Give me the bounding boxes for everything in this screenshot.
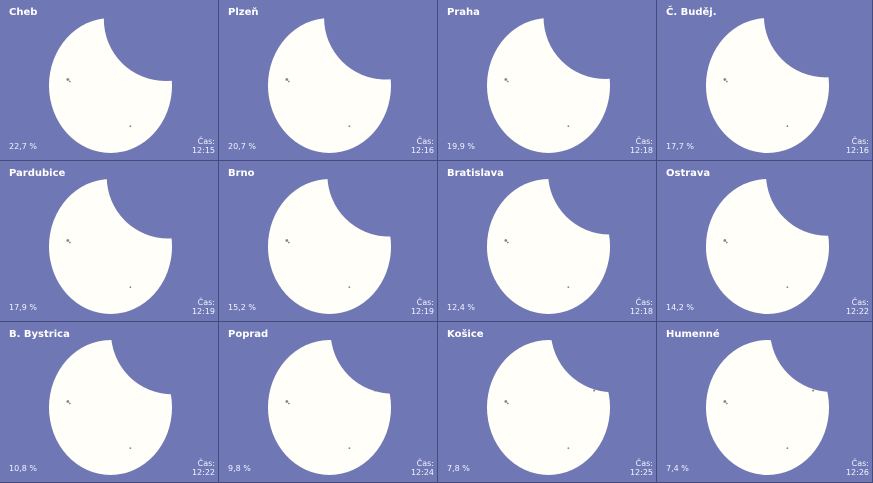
coverage-percent: 9,8 %	[228, 464, 251, 473]
time-label: Čas:	[197, 137, 215, 146]
coverage-percent: 10,8 %	[9, 464, 37, 473]
eclipsed-sun-image	[705, 179, 830, 314]
coverage-percent: 15,2 %	[228, 303, 256, 312]
time-value: 12:16	[410, 146, 434, 155]
city-name: Brno	[228, 168, 255, 179]
time-label: Čas:	[635, 298, 653, 307]
coverage-percent: 17,9 %	[9, 303, 37, 312]
eclipsed-sun-image	[267, 18, 392, 153]
city-name: B. Bystrica	[9, 329, 70, 340]
eclipse-tile: Ostrava 14,2 % Čas: 12:22	[657, 161, 873, 322]
time-value: 12:19	[410, 307, 434, 316]
city-name: Ostrava	[666, 168, 711, 179]
eclipsed-sun-image	[267, 340, 392, 475]
city-name: Cheb	[9, 7, 38, 18]
eclipse-tile: Brno 15,2 % Čas: 12:19	[219, 161, 438, 322]
time-label: Čas:	[851, 298, 869, 307]
max-eclipse-time: Čas: 12:19	[192, 298, 215, 316]
time-label: Čas:	[851, 459, 869, 468]
coverage-percent: 20,7 %	[228, 142, 256, 151]
max-eclipse-time: Čas: 12:16	[846, 137, 869, 155]
eclipse-tile: B. Bystrica 10,8 % Čas: 12:22	[0, 322, 219, 483]
time-label: Čas:	[416, 137, 434, 146]
max-eclipse-time: Čas: 12:26	[846, 459, 869, 477]
city-name: Humenné	[666, 329, 720, 340]
max-eclipse-time: Čas: 12:22	[192, 459, 215, 477]
coverage-percent: 14,2 %	[666, 303, 694, 312]
eclipsed-sun-image	[267, 179, 392, 314]
eclipse-tile: Praha 19,9 % Čas: 12:18	[438, 0, 657, 161]
max-eclipse-time: Čas: 12:15	[192, 137, 215, 155]
max-eclipse-time: Čas: 12:24	[411, 459, 434, 477]
time-value: 12:25	[629, 468, 653, 477]
max-eclipse-time: Čas: 12:18	[630, 298, 653, 316]
max-eclipse-time: Čas: 12:19	[411, 298, 434, 316]
time-value: 12:26	[845, 468, 869, 477]
city-name: Plzeň	[228, 7, 259, 18]
time-label: Čas:	[197, 459, 215, 468]
eclipsed-sun-image	[48, 18, 173, 153]
eclipse-tile: Plzeň 20,7 % Čas: 12:16	[219, 0, 438, 161]
eclipse-tile: Pardubice 17,9 % Čas: 12:19	[0, 161, 219, 322]
time-label: Čas:	[851, 137, 869, 146]
city-name: Praha	[447, 7, 480, 18]
coverage-percent: 7,4 %	[666, 464, 689, 473]
eclipsed-sun-image	[705, 18, 830, 153]
time-label: Čas:	[635, 459, 653, 468]
eclipsed-sun-image	[48, 340, 173, 475]
time-value: 12:22	[845, 307, 869, 316]
eclipse-tile: Č. Buděj. 17,7 % Čas: 12:16	[657, 0, 873, 161]
eclipsed-sun-image	[486, 179, 611, 314]
eclipse-tile: Bratislava 12,4 % Čas: 12:18	[438, 161, 657, 322]
coverage-percent: 12,4 %	[447, 303, 475, 312]
time-value: 12:16	[845, 146, 869, 155]
eclipse-tile: Poprad 9,8 % Čas: 12:24	[219, 322, 438, 483]
time-label: Čas:	[635, 137, 653, 146]
eclipsed-sun-image	[486, 340, 611, 475]
time-label: Čas:	[197, 298, 215, 307]
time-label: Čas:	[416, 459, 434, 468]
time-value: 12:22	[191, 468, 215, 477]
coverage-percent: 22,7 %	[9, 142, 37, 151]
city-name: Č. Buděj.	[666, 7, 717, 18]
city-name: Poprad	[228, 329, 269, 340]
time-value: 12:18	[629, 307, 653, 316]
time-value: 12:18	[629, 146, 653, 155]
time-value: 12:24	[410, 468, 434, 477]
city-name: Pardubice	[9, 168, 66, 179]
max-eclipse-time: Čas: 12:25	[630, 459, 653, 477]
eclipsed-sun-image	[486, 18, 611, 153]
eclipsed-sun-image	[48, 179, 173, 314]
time-label: Čas:	[416, 298, 434, 307]
eclipsed-sun-image	[705, 340, 830, 475]
coverage-percent: 7,8 %	[447, 464, 470, 473]
max-eclipse-time: Čas: 12:22	[846, 298, 869, 316]
max-eclipse-time: Čas: 12:16	[411, 137, 434, 155]
coverage-percent: 19,9 %	[447, 142, 475, 151]
eclipse-tile: Cheb 22,7 % Čas: 12:15	[0, 0, 219, 161]
eclipse-tile: Humenné 7,4 % Čas: 12:26	[657, 322, 873, 483]
city-name: Košice	[447, 329, 484, 340]
time-value: 12:15	[191, 146, 215, 155]
max-eclipse-time: Čas: 12:18	[630, 137, 653, 155]
coverage-percent: 17,7 %	[666, 142, 694, 151]
city-name: Bratislava	[447, 168, 504, 179]
time-value: 12:19	[191, 307, 215, 316]
eclipse-tile: Košice 7,8 % Čas: 12:25	[438, 322, 657, 483]
